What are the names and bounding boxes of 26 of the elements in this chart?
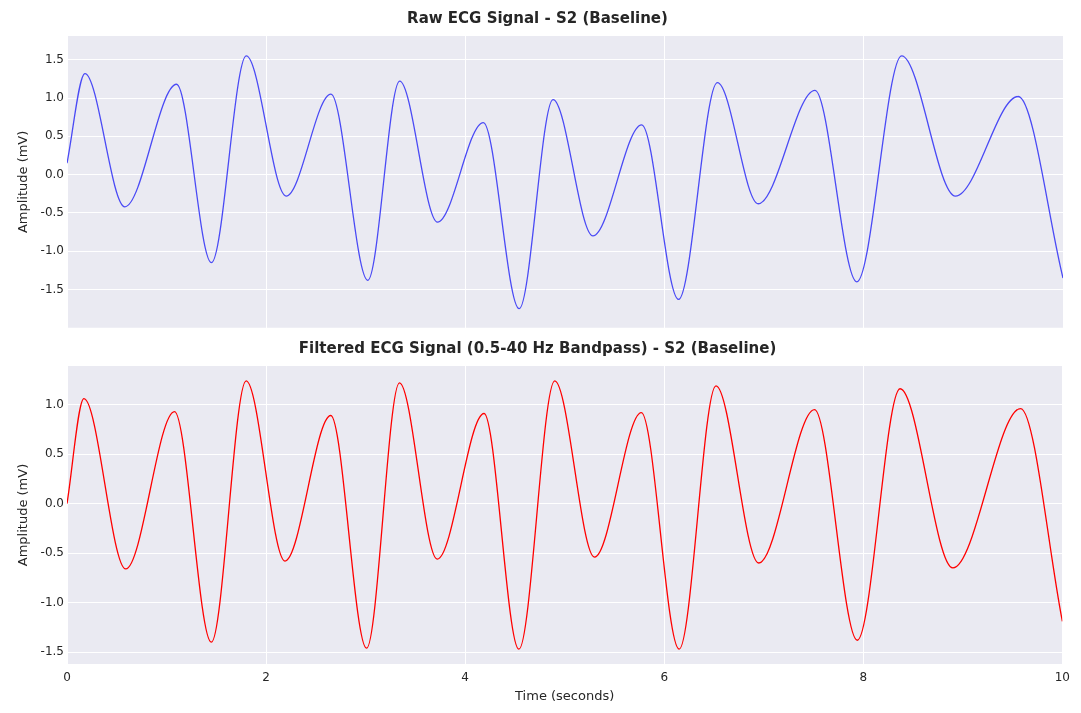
y-tick-label: -1.0 — [40, 594, 64, 609]
x-tick-label: 10 — [1054, 670, 1071, 685]
chart-title: Filtered ECG Signal (0.5-40 Hz Bandpass) - S2 (Baseline) — [298, 338, 777, 357]
x-axis-title: Time (seconds) — [514, 687, 615, 703]
x-tick-label: 2 — [262, 670, 270, 685]
chart-title: Raw ECG Signal - S2 (Baseline) — [407, 8, 668, 27]
x-tick-label: 8 — [859, 670, 868, 685]
y-tick-label: 0.0 — [44, 495, 64, 510]
x-tick-label: 4 — [461, 670, 469, 685]
y-tick-label: 0.5 — [44, 446, 64, 461]
y-tick-label: -1.5 — [40, 644, 64, 659]
line-series — [67, 380, 1063, 650]
y-tick-label: -0.5 — [40, 545, 64, 560]
y-tick-label: 1.0 — [44, 90, 64, 105]
y-axis-title: Amplitude (mV) — [15, 130, 31, 234]
y-tick-label: -1.0 — [40, 243, 64, 258]
y-tick-label: 1.5 — [44, 51, 64, 66]
line-series — [67, 55, 1063, 310]
y-tick-label: 0.5 — [44, 128, 64, 143]
x-tick-label: 0 — [63, 670, 71, 685]
y-tick-label: -0.5 — [40, 205, 64, 220]
y-axis-title: Amplitude (mV) — [15, 463, 31, 567]
y-tick-label: 0.0 — [44, 166, 64, 181]
x-tick-label: 6 — [660, 670, 669, 685]
y-tick-label: 1.0 — [44, 396, 64, 411]
y-tick-label: -1.5 — [40, 281, 64, 296]
